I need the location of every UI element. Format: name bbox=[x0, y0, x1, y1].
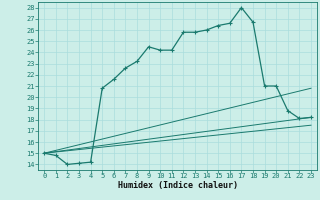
X-axis label: Humidex (Indice chaleur): Humidex (Indice chaleur) bbox=[118, 181, 238, 190]
